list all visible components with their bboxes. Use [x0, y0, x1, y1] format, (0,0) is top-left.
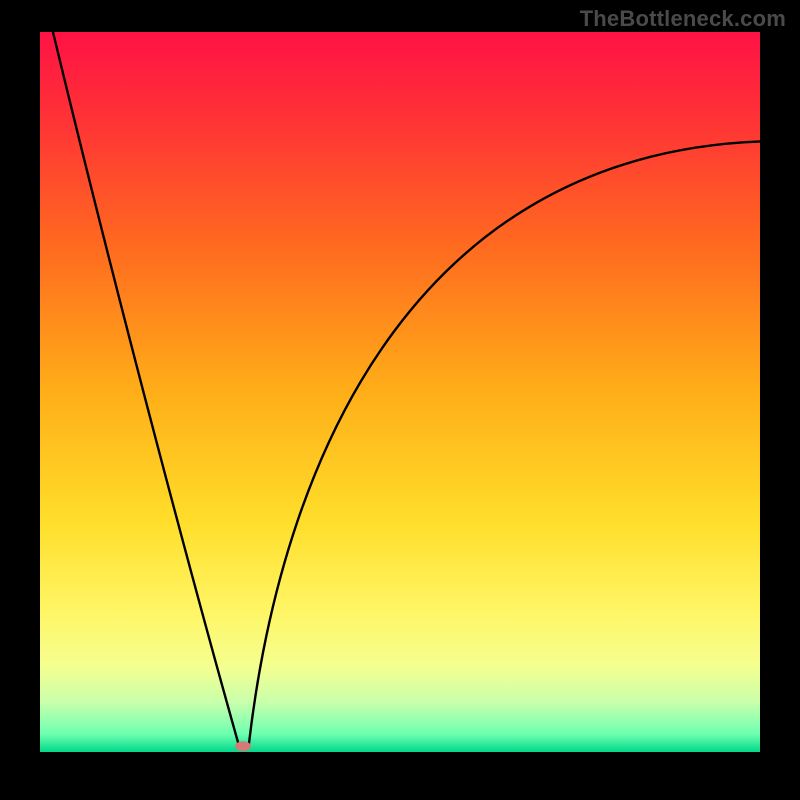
bottleneck-chart-svg — [0, 0, 800, 800]
chart-container: TheBottleneck.com — [0, 0, 800, 800]
plot-background — [40, 32, 760, 752]
watermark-text: TheBottleneck.com — [580, 6, 786, 32]
min-point-marker — [235, 741, 251, 751]
